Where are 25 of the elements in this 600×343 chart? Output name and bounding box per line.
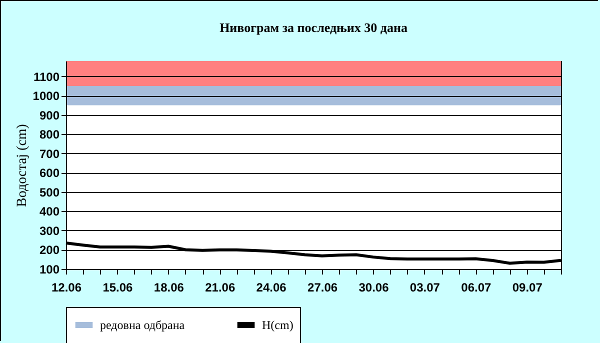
x-tick-label: 18.06 <box>154 280 184 294</box>
y-axis-title: Водостај (cm) <box>14 124 30 207</box>
x-tick-label: 09.07 <box>512 280 543 294</box>
x-tick-label: 15.06 <box>102 280 134 294</box>
chart-title: Нивограм за последњих 30 дана <box>220 20 408 35</box>
x-tick-label: 12.06 <box>51 280 82 294</box>
y-tick-label: 900 <box>39 108 60 122</box>
x-tick-label: 27.06 <box>308 280 338 294</box>
x-tick-label: 06.07 <box>461 280 492 294</box>
x-tick-label: 30.06 <box>358 280 390 294</box>
y-tick-label: 200 <box>39 243 60 258</box>
y-tick-label: 300 <box>39 224 60 238</box>
y-tick-label: 800 <box>39 128 60 142</box>
x-tick-label: 21.06 <box>205 280 236 294</box>
x-tick-label: 03.07 <box>410 280 440 294</box>
y-tick-label: 1000 <box>32 89 60 104</box>
y-tick-label: 600 <box>39 166 60 180</box>
y-tick-label: 700 <box>39 146 60 161</box>
x-tick-label: 24.06 <box>256 280 287 294</box>
legend-label: редовна одбрана <box>100 318 186 332</box>
y-tick-label: 400 <box>39 204 60 219</box>
y-tick-label: 1100 <box>33 70 60 84</box>
legend-label: H(cm) <box>262 318 294 332</box>
y-tick-label: 500 <box>39 185 60 200</box>
y-tick-label: 100 <box>39 262 60 276</box>
